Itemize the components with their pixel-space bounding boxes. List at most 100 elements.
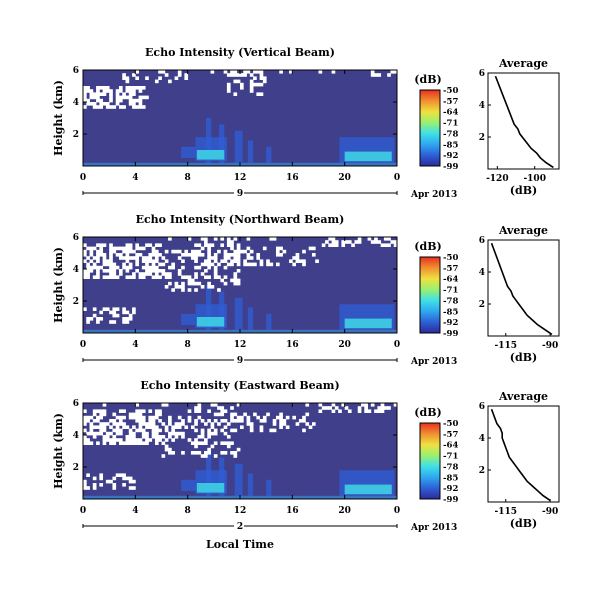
gap-cell	[230, 253, 234, 257]
gap-cell	[125, 441, 130, 445]
gap-cell	[128, 412, 133, 417]
colorbar-tick-label: -64	[443, 441, 458, 451]
gap-cell	[115, 307, 120, 311]
gap-cell	[177, 272, 182, 276]
gap-cell	[112, 313, 117, 318]
gap-cell	[325, 406, 329, 410]
gap-cell	[168, 275, 172, 279]
gap-cell	[132, 310, 136, 315]
gap-cell	[380, 403, 385, 407]
gap-cell	[213, 403, 218, 407]
gap-cell	[151, 246, 156, 251]
gap-cell	[89, 269, 94, 273]
gap-cell	[213, 275, 218, 279]
gap-cell	[125, 253, 130, 257]
gap-cell	[279, 412, 283, 417]
gap-cell	[279, 415, 283, 420]
gap-cell	[135, 269, 140, 273]
gap-cell	[154, 425, 159, 429]
gap-cell	[223, 281, 228, 286]
gap-cell	[83, 435, 87, 439]
gap-cell	[181, 265, 185, 270]
gap-cell	[377, 240, 382, 244]
gap-cell	[92, 92, 97, 96]
gap-cell	[262, 415, 267, 420]
echo-band	[219, 124, 225, 163]
gap-cell	[118, 98, 123, 103]
gap-cell	[128, 438, 133, 442]
gap-cell	[109, 269, 113, 273]
y-tick-label: 2	[73, 297, 79, 307]
x-tick-label: 4	[132, 340, 138, 350]
gap-cell	[370, 240, 375, 244]
gap-cell	[141, 86, 146, 90]
gap-cell	[164, 249, 169, 254]
gap-cell	[89, 425, 94, 429]
gap-cell	[99, 409, 104, 413]
gap-cell	[207, 243, 211, 247]
gap-cell	[236, 403, 241, 407]
profile-x-label: (dB)	[510, 517, 537, 530]
gap-cell	[99, 428, 104, 433]
gap-cell	[151, 249, 156, 254]
colorbar-tick-label: -92	[443, 318, 458, 328]
gap-cell	[102, 269, 107, 273]
gap-cell	[194, 288, 198, 292]
gap-cell	[141, 265, 146, 270]
profile-x-tick-label: -90	[542, 507, 558, 517]
gap-cell	[132, 249, 136, 254]
gap-cell	[393, 240, 398, 244]
echo-band	[181, 313, 196, 325]
gap-cell	[210, 403, 215, 407]
gap-cell	[125, 249, 130, 254]
gap-cell	[217, 275, 221, 279]
profile-x-tick-label: -90	[542, 341, 558, 351]
gap-cell	[168, 451, 172, 455]
gap-cell	[207, 451, 211, 455]
day-label: 9	[237, 356, 243, 366]
gap-cell	[132, 275, 136, 279]
gap-cell	[158, 70, 162, 74]
gap-cell	[275, 253, 280, 257]
gap-cell	[128, 256, 133, 260]
gap-cell	[102, 441, 107, 445]
day-label: 9	[237, 189, 243, 199]
gap-cell	[325, 240, 329, 244]
gap-cell	[213, 454, 218, 458]
gap-cell	[171, 451, 175, 455]
gap-cell	[197, 441, 202, 445]
colorbar-units: (dB)	[414, 73, 441, 86]
gap-cell	[223, 451, 228, 455]
gap-cell	[174, 249, 179, 254]
gap-cell	[148, 419, 153, 423]
gap-cell	[259, 425, 264, 429]
gap-cell	[393, 70, 398, 74]
gap-cell	[253, 412, 257, 417]
gap-cell	[99, 98, 104, 103]
profile-line	[490, 408, 551, 502]
gap-cell	[266, 262, 270, 267]
gap-cell	[177, 415, 182, 420]
gap-cell	[295, 259, 300, 263]
colorbar-units: (dB)	[414, 406, 441, 419]
gap-cell	[128, 89, 133, 93]
gap-cell	[226, 82, 231, 87]
gap-cell	[230, 240, 234, 244]
gap-cell	[132, 307, 136, 311]
gap-cell	[233, 428, 238, 433]
gap-cell	[285, 415, 290, 420]
gap-cell	[233, 451, 238, 455]
gap-cell	[279, 246, 283, 251]
echo-band	[196, 483, 225, 493]
gap-cell	[92, 105, 97, 109]
gap-cell	[190, 451, 195, 455]
gap-cell	[83, 98, 87, 103]
gap-cell	[279, 425, 283, 429]
gap-cell	[226, 243, 231, 247]
gap-cell	[99, 317, 104, 321]
gap-cell	[138, 409, 143, 413]
gap-cell	[347, 240, 352, 244]
gap-cell	[249, 262, 254, 267]
echo-band	[196, 150, 225, 160]
gap-cell	[99, 246, 104, 251]
